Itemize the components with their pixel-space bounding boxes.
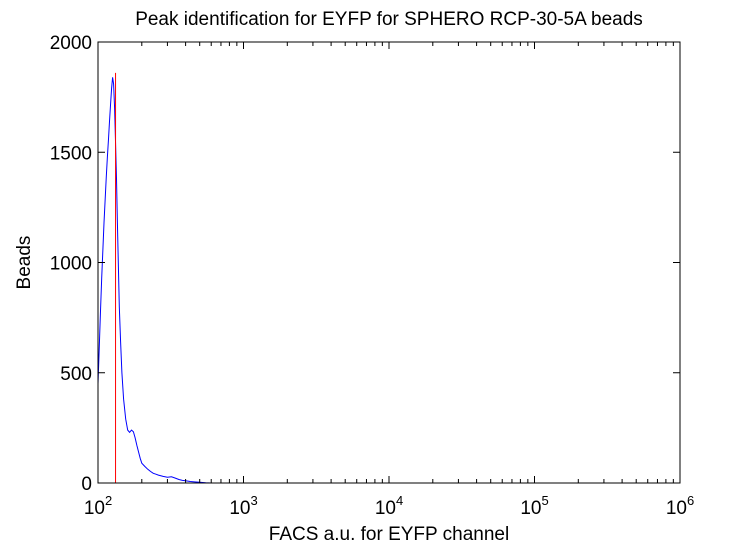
y-axis-label: Beads bbox=[14, 236, 35, 290]
x-tick-label: 106 bbox=[666, 493, 694, 519]
y-tick-label: 0 bbox=[81, 474, 92, 495]
axes-ticks: 102 103 104 105 106 0 500 1000 1500 2000 bbox=[50, 33, 694, 519]
x-tick-label: 103 bbox=[229, 493, 257, 519]
plot-area bbox=[98, 42, 680, 483]
y-tick-label: 500 bbox=[60, 364, 92, 385]
chart-title: Peak identification for EYFP for SPHERO … bbox=[135, 9, 643, 30]
chart-marks bbox=[97, 72, 680, 484]
x-tick-label: 105 bbox=[520, 493, 548, 519]
y-tick-label: 1500 bbox=[50, 143, 92, 164]
x-tick-label: 102 bbox=[84, 493, 112, 519]
series-line-0 bbox=[97, 77, 680, 484]
x-axis-label: FACS a.u. for EYFP channel bbox=[269, 524, 509, 545]
y-tick-label: 1000 bbox=[50, 254, 92, 275]
y-tick-label: 2000 bbox=[50, 33, 92, 54]
x-tick-label: 104 bbox=[375, 493, 403, 519]
